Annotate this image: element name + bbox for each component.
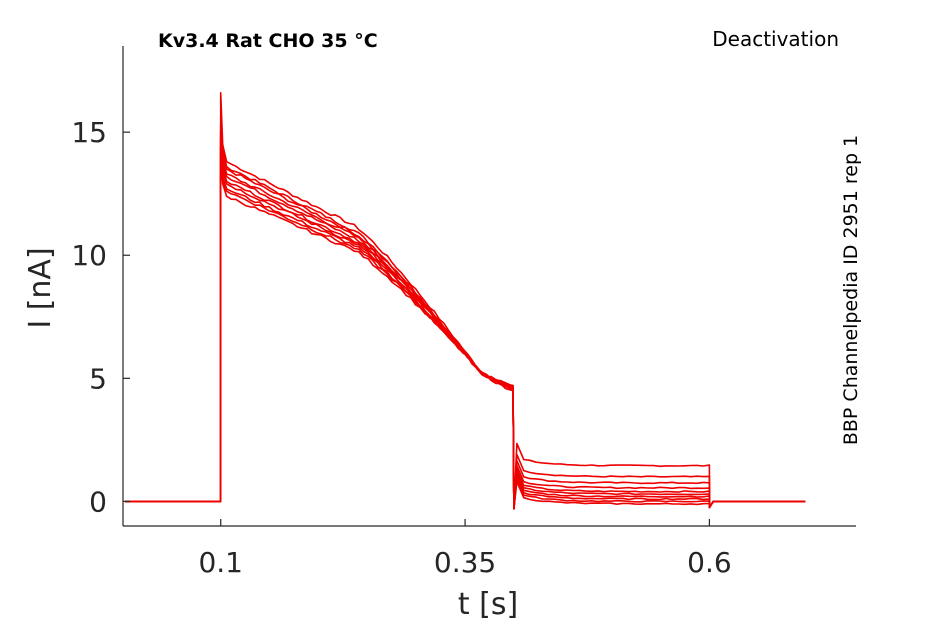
trace-line: [125, 158, 806, 510]
chart-title: Kv3.4 Rat CHO 35 °C: [158, 30, 378, 52]
y-tick-label: 0: [89, 485, 107, 518]
trace-line: [125, 128, 806, 510]
x-tick-label: 0.1: [198, 546, 243, 579]
y-ticks: 0 5 10 15: [71, 116, 130, 518]
trace-line: [125, 146, 806, 510]
y-tick-label: 15: [71, 116, 107, 149]
protocol-label: Deactivation: [712, 27, 839, 51]
x-tick-label: 0.35: [434, 546, 496, 579]
y-tick-label: 10: [71, 239, 107, 272]
x-axis-label: t [s]: [458, 587, 518, 622]
trace-line: [125, 136, 806, 510]
x-tick-label: 0.6: [687, 546, 732, 579]
side-label: BBP Channelpedia ID 2951 rep 1: [840, 135, 862, 445]
y-axis-label: I [nA]: [23, 247, 58, 328]
trace-line: [125, 156, 806, 510]
traces: [125, 92, 806, 510]
x-ticks: 0.1 0.35 0.6: [198, 519, 732, 579]
y-tick-label: 5: [89, 362, 107, 395]
axes: [122, 46, 856, 527]
trace-line: [125, 92, 806, 510]
trace-line: [125, 151, 806, 510]
